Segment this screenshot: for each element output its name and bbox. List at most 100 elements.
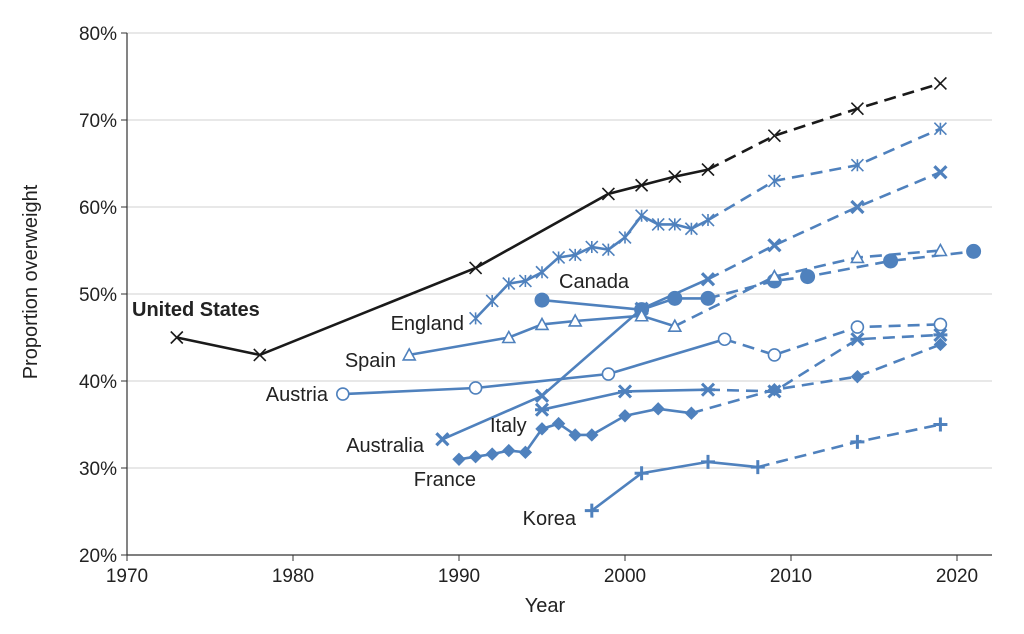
y-tick-label: 60% (79, 198, 117, 219)
data-point (701, 163, 715, 177)
data-point (933, 122, 947, 136)
y-tick-label: 20% (79, 546, 117, 567)
data-point (767, 129, 781, 143)
series-line (342, 337, 725, 396)
data-point (601, 243, 615, 257)
data-point (883, 253, 899, 269)
data-point (933, 165, 948, 180)
data-point (850, 332, 865, 347)
data-point (535, 422, 549, 436)
data-point (800, 269, 816, 285)
data-point (469, 261, 483, 275)
data-point (933, 337, 948, 352)
series-projection (724, 323, 941, 357)
data-point (601, 367, 616, 381)
data-point (401, 347, 417, 361)
data-point (534, 316, 550, 331)
series-label: Austria (266, 384, 329, 406)
series-line (541, 297, 708, 312)
data-point (468, 381, 483, 395)
series-label: United States (132, 299, 260, 321)
y-tick-label: 50% (79, 285, 117, 306)
data-point (767, 238, 782, 253)
data-point (634, 466, 649, 481)
data-point (468, 449, 483, 464)
data-point (485, 294, 499, 308)
x-axis-title: Year (525, 595, 566, 617)
data-point (850, 434, 865, 449)
series-projection (691, 343, 941, 415)
data-point (568, 248, 582, 262)
x-tick-label: 2010 (770, 566, 812, 587)
x-tick-label: 1980 (272, 566, 314, 587)
x-tick-labels: 1970 1980 1990 2000 2010 2020 (106, 566, 978, 587)
data-point (502, 276, 516, 291)
data-point (767, 382, 782, 397)
data-point (601, 187, 615, 201)
data-point (933, 417, 948, 432)
series-projection (707, 127, 941, 222)
data-point (518, 274, 532, 288)
data-point (684, 406, 699, 420)
data-point (850, 249, 865, 264)
data-point (700, 272, 716, 287)
data-point (634, 301, 649, 316)
series-markers (170, 76, 982, 518)
data-point (767, 348, 782, 362)
data-point (701, 213, 715, 227)
series-label: Korea (523, 508, 577, 530)
data-point (518, 445, 533, 460)
data-point (585, 428, 599, 442)
series-label: Spain (345, 350, 396, 372)
data-point (933, 76, 947, 91)
data-point (668, 169, 682, 184)
data-point (933, 317, 948, 332)
data-point (850, 320, 865, 334)
series-line (591, 460, 758, 512)
y-tick-label: 30% (79, 459, 117, 480)
series-projection (674, 249, 941, 328)
x-tick-label: 1990 (438, 566, 480, 587)
y-tick-label: 40% (79, 372, 117, 393)
data-point (567, 313, 583, 327)
data-point (933, 327, 948, 342)
x-tick-label: 2020 (936, 566, 978, 587)
y-tick-label: 70% (79, 111, 117, 132)
series-label: England (391, 313, 464, 335)
gridlines (127, 32, 992, 469)
data-point (253, 348, 267, 362)
data-point (435, 432, 450, 447)
data-point (618, 409, 632, 423)
data-point (700, 290, 716, 306)
data-point (618, 230, 632, 245)
series-lines (176, 82, 974, 512)
series-label: Italy (490, 415, 527, 437)
y-axis-title: Proportion overweight (20, 184, 42, 379)
series-projection (757, 423, 941, 469)
y-tick-label: 80% (79, 24, 117, 45)
data-point (717, 332, 732, 347)
series-label: Canada (559, 271, 630, 293)
data-point (584, 503, 599, 518)
series-projection (707, 333, 941, 393)
data-point (634, 308, 649, 322)
data-point (667, 318, 683, 332)
data-point (850, 369, 865, 384)
data-point (485, 447, 499, 461)
data-point (933, 242, 948, 257)
data-point (552, 250, 566, 265)
data-point (585, 240, 599, 254)
data-point (750, 460, 765, 475)
data-point (535, 265, 549, 279)
data-point (469, 311, 483, 325)
data-point (452, 452, 466, 467)
data-point (651, 217, 665, 231)
data-point (534, 402, 550, 417)
data-point (568, 428, 582, 442)
data-point (700, 382, 716, 397)
data-point (170, 330, 184, 345)
data-point (335, 387, 350, 401)
data-point (966, 243, 982, 259)
data-point (534, 388, 550, 403)
